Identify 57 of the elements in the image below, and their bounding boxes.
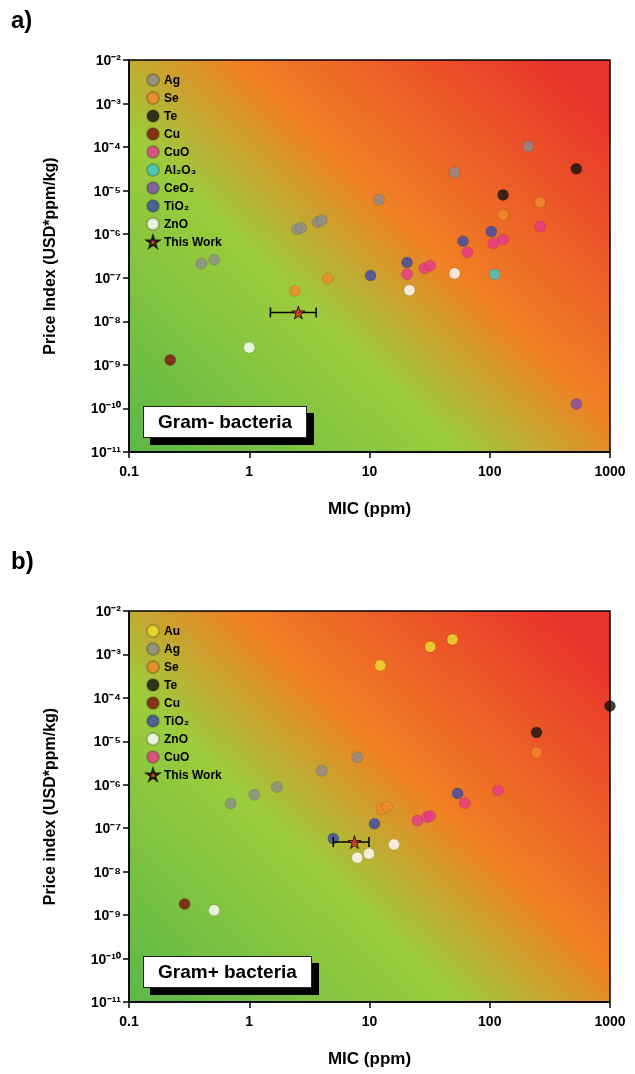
- x-tick-label: 0.1: [119, 463, 139, 479]
- y-tick-label: 10⁻¹⁰: [90, 400, 121, 417]
- y-tick-label: 10⁻¹¹: [91, 994, 122, 1010]
- y-axis-title: Price Index (USD*ppm/kg): [40, 157, 58, 355]
- legend-label: Te: [164, 109, 178, 123]
- x-tick-label: 1: [245, 1013, 254, 1029]
- y-tick-label: 10⁻²: [95, 603, 122, 619]
- x-tick-label: 10: [361, 463, 378, 479]
- legend-label: Au: [164, 624, 180, 638]
- y-tick-label: 10⁻¹⁰: [90, 950, 121, 967]
- legend-label: Ag: [164, 642, 180, 656]
- legend-label: CeO₂: [164, 181, 195, 195]
- legend-label: This Work: [164, 767, 223, 782]
- y-tick-label: 10⁻³: [95, 95, 122, 112]
- x-axis-title: MIC (ppm): [327, 1049, 412, 1068]
- y-tick-label: 10⁻¹¹: [91, 444, 122, 460]
- legend-label: ZnO: [164, 217, 188, 231]
- legend-label: Al₂O₃: [164, 163, 197, 177]
- x-tick-label: 10: [361, 1013, 378, 1029]
- x-tick-label: 1: [245, 463, 254, 479]
- legend-label: TiO₂: [164, 199, 190, 213]
- annotation: Gram+ bacteria: [143, 956, 312, 988]
- chart-title: b): [11, 546, 34, 574]
- y-tick-label: 10⁻⁶: [93, 226, 121, 243]
- legend-label: CuO: [164, 145, 190, 159]
- y-tick-label: 10⁻⁷: [94, 269, 122, 286]
- legend-label: This Work: [164, 234, 223, 249]
- x-tick-label: 0.1: [119, 1013, 139, 1029]
- chart-title: a): [11, 5, 33, 33]
- y-tick-label: 10⁻⁹: [93, 356, 121, 373]
- legend-label: Se: [164, 660, 179, 674]
- x-tick-label: 100: [478, 1013, 502, 1029]
- legend-label: ZnO: [164, 732, 188, 746]
- y-tick-label: 10⁻⁴: [93, 139, 122, 156]
- x-tick-label: 100: [478, 463, 502, 479]
- legend-label: Ag: [164, 73, 180, 87]
- legend-label: Cu: [164, 696, 180, 710]
- y-tick-label: 10⁻⁵: [93, 733, 121, 750]
- y-tick-label: 10⁻⁴: [93, 689, 122, 706]
- legend-label: Cu: [164, 127, 180, 141]
- y-tick-label: 10⁻³: [95, 646, 122, 663]
- y-tick-label: 10⁻⁶: [93, 776, 121, 793]
- x-tick-label: 1000: [594, 463, 626, 479]
- legend-label: Se: [164, 91, 179, 105]
- legend-label: CuO: [164, 750, 190, 764]
- x-axis-title: MIC (ppm): [327, 499, 412, 518]
- legend-label: TiO₂: [164, 714, 190, 728]
- y-tick-label: 10⁻⁸: [93, 313, 121, 330]
- y-tick-label: 10⁻⁸: [93, 863, 121, 880]
- y-tick-label: 10⁻⁹: [93, 907, 121, 924]
- y-tick-label: 10⁻⁷: [94, 820, 122, 837]
- y-tick-label: 10⁻⁵: [93, 182, 121, 199]
- y-axis-title: Price index (USD*ppm/kg): [40, 707, 58, 906]
- y-tick-label: 10⁻²: [95, 52, 122, 68]
- legend-label: Te: [164, 678, 178, 692]
- annotation: Gram- bacteria: [143, 406, 308, 438]
- x-tick-label: 1000: [594, 1013, 626, 1029]
